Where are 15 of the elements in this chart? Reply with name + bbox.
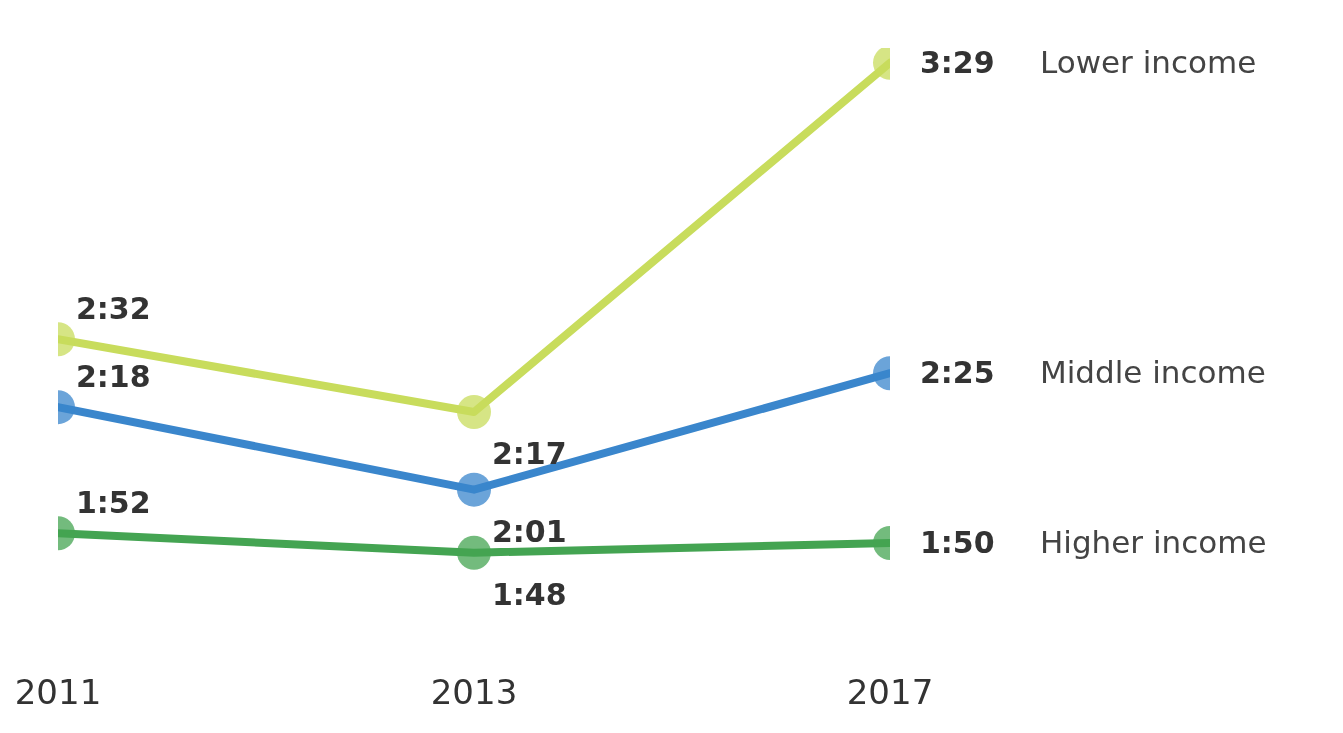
x-tick-label: 2013: [430, 672, 518, 713]
data-label: 2:25: [920, 355, 995, 391]
data-label: 2:18: [76, 359, 151, 395]
text: Higher income: [1040, 524, 1267, 560]
data-label: 1:48: [492, 576, 567, 612]
x-tick-label: 2011: [14, 672, 102, 713]
data-label: 1:50: [920, 525, 995, 560]
data-label: 2:01: [492, 513, 567, 549]
data-label: 1:52: [76, 485, 151, 521]
data-label: 3:29: [920, 44, 995, 80]
x-tick-label: 2017: [846, 672, 934, 713]
text: Middle income: [1040, 354, 1266, 391]
text: Lower income: [1040, 43, 1257, 80]
data-label: 2:32: [76, 291, 151, 327]
data-label: 2:17: [492, 436, 567, 472]
